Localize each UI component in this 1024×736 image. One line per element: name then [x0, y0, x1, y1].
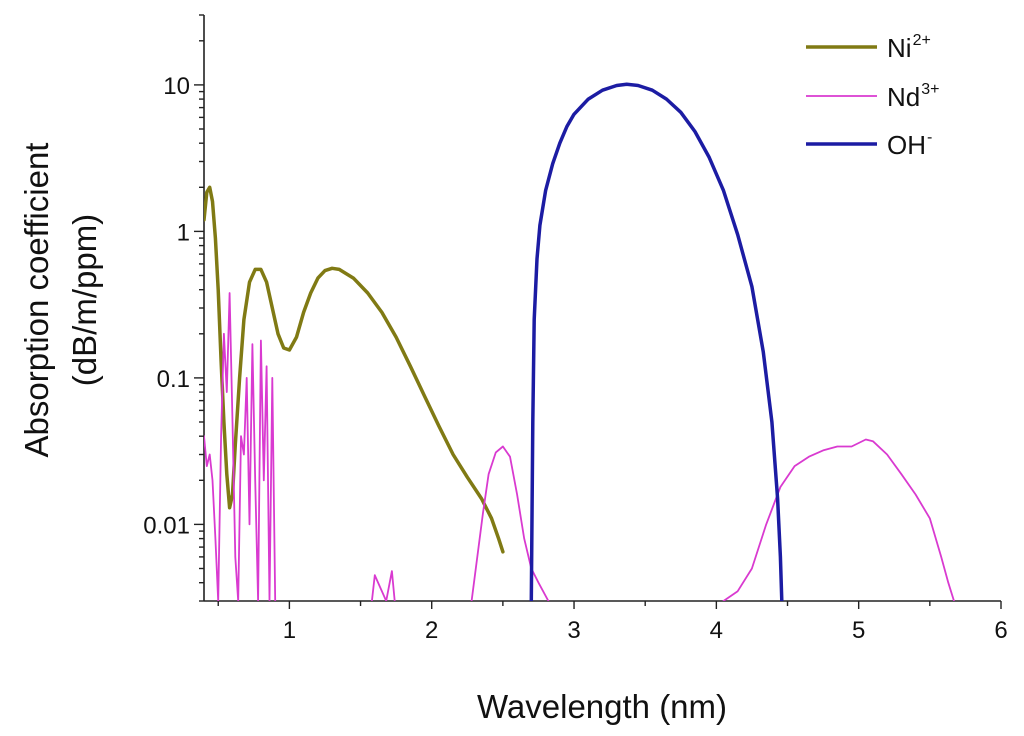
x-tick-label: 3	[567, 617, 580, 644]
x-tick-label: 5	[852, 617, 865, 644]
y-tick-label: 10	[163, 73, 190, 100]
y-axis-title-units: (dB/m/ppm)	[66, 214, 103, 386]
series-nd-line-3	[470, 445, 550, 601]
y-ticks: 0.01 0.1 1 10	[143, 14, 204, 602]
series-nd-line-4	[722, 438, 955, 601]
x-tick-label: 4	[710, 617, 723, 644]
y-tick-label: 1	[177, 219, 190, 246]
plot-area	[204, 82, 955, 601]
x-tick-label: 6	[994, 617, 1007, 644]
legend-label-ni: Ni2+	[887, 32, 931, 63]
series-nd-line-1	[204, 292, 277, 601]
y-axis-title: Absorption coefficient	[18, 143, 55, 458]
x-axis-title: Wavelength (nm)	[477, 688, 727, 725]
y-tick-label: 0.1	[157, 366, 190, 393]
x-tick-label: 2	[425, 617, 438, 644]
series-oh-line	[529, 82, 784, 601]
legend-label-nd: Nd3+	[887, 81, 940, 112]
series-nd-line-2	[371, 570, 396, 601]
axes	[203, 15, 1001, 602]
legend: Ni2+ Nd3+ OH-	[806, 32, 940, 160]
y-tick-label: 0.01	[143, 512, 190, 539]
legend-label-oh: OH-	[887, 129, 932, 160]
x-tick-label: 1	[283, 617, 296, 644]
x-ticks: 1 2 3 4 5 6	[217, 601, 1008, 644]
series-ni-line	[204, 185, 505, 554]
